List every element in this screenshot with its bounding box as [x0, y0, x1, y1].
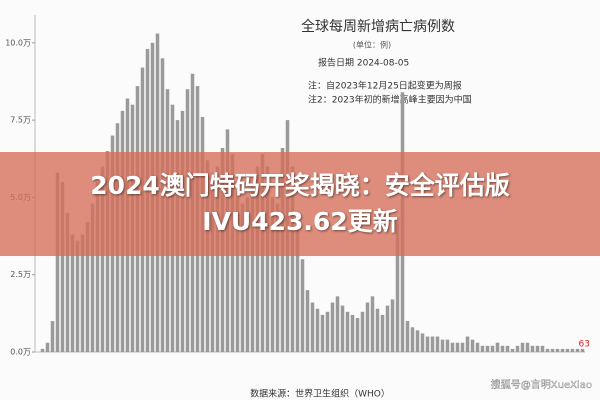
bar	[410, 327, 415, 352]
source: 数据来源：世界卫生组织（WHO）	[250, 388, 390, 400]
bar	[535, 345, 540, 352]
bar	[380, 314, 385, 352]
bar	[290, 166, 295, 352]
bar	[525, 342, 530, 352]
y-tick-label: 0.0万	[10, 348, 31, 357]
bar	[475, 342, 480, 352]
bar	[425, 336, 430, 352]
bar	[435, 336, 440, 352]
headline: IVU423.62更新	[202, 207, 398, 236]
bar	[85, 222, 90, 352]
chart-subtitle: (单位：例)	[353, 40, 391, 50]
bar	[95, 181, 100, 352]
note: 注2：2023年初的新增高峰主要因为中国	[308, 94, 472, 106]
bar	[455, 342, 460, 352]
bar	[485, 345, 490, 352]
bar	[320, 314, 325, 352]
report-date: 报告日期 2024-08-05	[318, 57, 409, 69]
y-tick-label: 10.0万	[5, 38, 31, 47]
bar	[40, 348, 45, 352]
end-label: 63	[579, 340, 590, 350]
bar	[100, 166, 105, 352]
bar	[270, 197, 275, 352]
bar	[515, 345, 520, 352]
bar	[450, 342, 455, 352]
bar	[310, 302, 315, 352]
bar	[415, 330, 420, 352]
bar	[580, 348, 585, 352]
bar	[480, 345, 485, 352]
bar	[405, 321, 410, 352]
bar	[555, 348, 560, 352]
bar	[340, 305, 345, 352]
bar	[75, 240, 80, 352]
bar	[570, 348, 575, 352]
bar	[495, 342, 500, 352]
watermark: 搜狐号@言明XueXiao	[491, 378, 592, 391]
bar	[55, 172, 60, 352]
bar	[235, 191, 240, 352]
bar	[420, 333, 425, 352]
bar	[575, 348, 580, 352]
bar	[560, 348, 565, 352]
y-tick-label: 7.5万	[10, 116, 31, 125]
bar	[60, 181, 65, 352]
bar	[90, 203, 95, 352]
bar	[530, 345, 535, 352]
bar	[210, 172, 215, 352]
bar	[375, 308, 380, 352]
bar	[470, 339, 475, 352]
bar	[330, 302, 335, 352]
note: 注：自2023年12月25日起变更为周报	[308, 80, 462, 92]
bar	[490, 345, 495, 352]
bar	[430, 336, 435, 352]
bar	[440, 339, 445, 352]
bar	[80, 234, 85, 352]
bar	[500, 345, 505, 352]
bar	[345, 311, 350, 352]
bar	[395, 222, 400, 352]
bar	[520, 342, 525, 352]
y-tick-label: 2.5万	[10, 270, 31, 279]
bar	[245, 197, 250, 352]
bar	[315, 308, 320, 352]
bar	[370, 296, 375, 352]
bar	[215, 166, 220, 352]
bar	[70, 234, 75, 352]
bar	[335, 296, 340, 352]
bar	[50, 321, 55, 352]
bar	[355, 317, 360, 352]
bar	[275, 203, 280, 352]
bar	[265, 166, 270, 352]
bar	[300, 259, 305, 352]
bar	[205, 160, 210, 352]
bar	[45, 342, 50, 352]
bar	[540, 345, 545, 352]
bar	[505, 345, 510, 352]
bar	[510, 348, 515, 352]
bar	[305, 290, 310, 352]
bar	[255, 166, 260, 352]
bar	[360, 311, 365, 352]
bar	[350, 314, 355, 352]
headline-banner: 2024澳门特码开奖揭晓：安全评估版 IVU423.62更新	[0, 152, 600, 256]
bar	[365, 302, 370, 352]
bar	[250, 185, 255, 352]
chart-title: 全球每周新增病亡病例数	[301, 18, 455, 35]
bar	[240, 203, 245, 352]
bar	[445, 339, 450, 352]
bar	[545, 348, 550, 352]
bar	[390, 299, 395, 352]
bar	[385, 305, 390, 352]
bar	[295, 228, 300, 352]
bar	[465, 336, 470, 352]
bar	[565, 348, 570, 352]
headline: 2024澳门特码开奖揭晓：安全评估版	[90, 171, 510, 200]
bar	[550, 348, 555, 352]
bar	[460, 342, 465, 352]
bar	[325, 311, 330, 352]
bar	[65, 212, 70, 352]
